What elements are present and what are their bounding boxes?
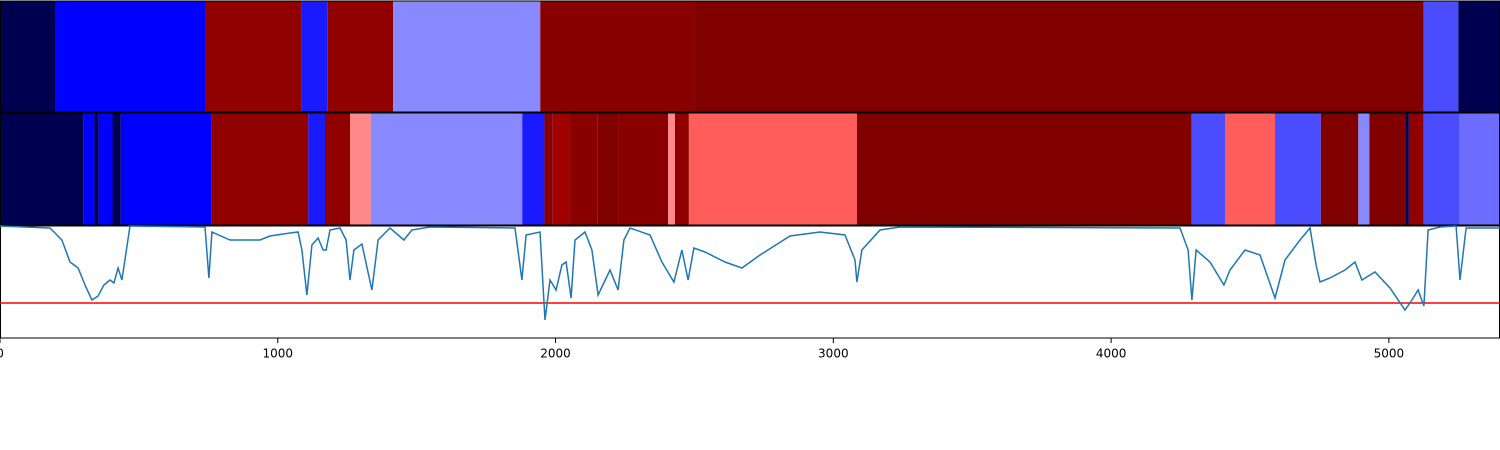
segment	[1225, 113, 1275, 225]
segment	[211, 113, 309, 225]
segment	[205, 1, 302, 112]
segment	[327, 1, 394, 112]
segment	[1320, 113, 1359, 225]
x-tick-label: 5000	[1374, 347, 1405, 361]
x-tick-label: 3000	[818, 347, 849, 361]
segment	[325, 113, 350, 225]
segment	[0, 113, 84, 225]
signal-line	[0, 225, 1500, 321]
segment	[552, 113, 570, 225]
segment	[1358, 113, 1370, 225]
segment	[1191, 113, 1225, 225]
segment	[350, 113, 371, 225]
segment	[83, 113, 95, 225]
panel-frame	[0, 225, 1500, 339]
x-tick-label: 2000	[540, 347, 571, 361]
segment	[668, 113, 675, 225]
segment	[301, 1, 328, 112]
segment	[120, 113, 212, 225]
segment	[112, 113, 121, 225]
segment	[1458, 1, 1500, 112]
segment	[98, 113, 113, 225]
segment	[856, 113, 1192, 225]
segment	[370, 113, 523, 225]
segment	[94, 113, 99, 225]
segment	[1408, 113, 1424, 225]
segment	[308, 113, 325, 225]
segment	[393, 1, 541, 112]
segment	[688, 113, 857, 225]
segment	[1423, 113, 1460, 225]
segment	[694, 1, 1424, 112]
segment	[675, 113, 689, 225]
segment	[544, 113, 553, 225]
segment	[1459, 113, 1500, 225]
segment	[1275, 113, 1321, 225]
segment	[569, 113, 598, 225]
segment	[1423, 1, 1459, 112]
segment	[522, 113, 545, 225]
segment	[540, 1, 695, 112]
segment	[618, 113, 669, 225]
x-tick-label: 1000	[263, 347, 294, 361]
segment	[0, 1, 56, 112]
segment	[1369, 113, 1406, 225]
segment	[1405, 113, 1409, 225]
segment	[55, 1, 206, 112]
x-tick-label: 4000	[1096, 347, 1127, 361]
x-tick-label: 0	[0, 347, 4, 361]
segment	[597, 113, 619, 225]
